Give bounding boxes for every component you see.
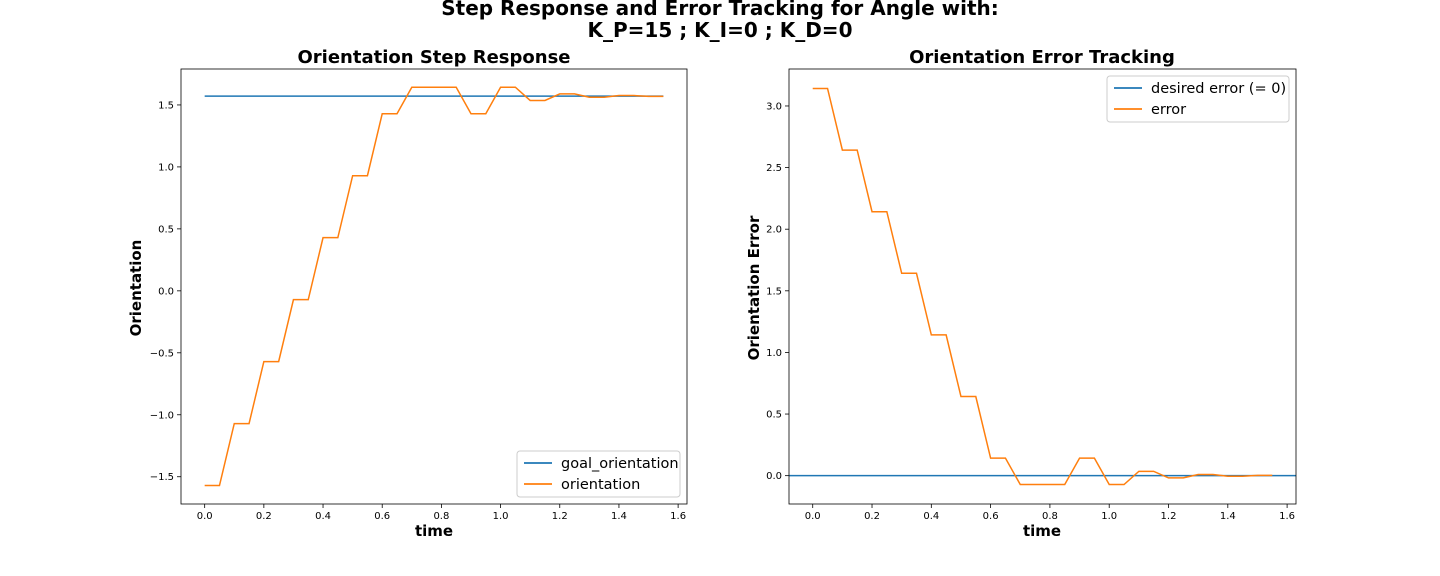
step-response-series-orientation — [204, 86, 664, 487]
step-response-legend-label: goal_orientation — [561, 456, 679, 472]
step-response-legend-box — [516, 450, 681, 498]
error-tracking-legend-box — [1106, 75, 1290, 123]
step-response-xtick-label: 0.0 — [197, 511, 213, 522]
step-response-xtick-label: 0.2 — [256, 511, 272, 522]
step-response-xtick-label: 1.0 — [493, 511, 509, 522]
step-response-ytick-label: 0.0 — [158, 286, 174, 297]
step-response-ytick-label: 1.0 — [158, 162, 174, 173]
step-response-xtick-label: 0.8 — [433, 511, 449, 522]
error-tracking-ylabel: Orientation Error — [745, 215, 763, 360]
figure-title-line1: Step Response and Error Tracking for Ang… — [441, 0, 999, 20]
error-tracking-ytick-label: 2.0 — [766, 225, 782, 236]
step-response-ytick-label: 0.5 — [158, 224, 174, 235]
error-tracking-legend-label: desired error (= 0) — [1151, 81, 1286, 97]
error-tracking-ytick-label: 0.0 — [766, 471, 782, 482]
error-tracking-ytick-label: 0.5 — [766, 410, 782, 421]
step-response-ytick-label: 1.5 — [158, 100, 174, 111]
error-tracking-ytick-label: 1.0 — [766, 348, 782, 359]
error-tracking-xtick-label: 0.2 — [864, 511, 880, 522]
step-response-ytick-label: −0.5 — [150, 348, 174, 359]
error-tracking-ytick-label: 3.0 — [766, 101, 782, 112]
step-response-xtick-label: 1.2 — [552, 511, 568, 522]
error-tracking-xtick-label: 1.4 — [1220, 511, 1236, 522]
step-response-xlabel: time — [415, 522, 453, 540]
error-tracking-xtick-label: 1.2 — [1161, 511, 1177, 522]
step-response-xtick-label: 1.4 — [611, 511, 627, 522]
step-response-xtick-label: 1.6 — [670, 511, 686, 522]
error-tracking-xtick-label: 0.8 — [1042, 511, 1058, 522]
step-response-xtick-label: 0.6 — [374, 511, 390, 522]
error-tracking-axes-frame — [788, 68, 1297, 505]
step-response-legend: goal_orientation orientation — [516, 450, 681, 498]
error-tracking-xtick-label: 0.4 — [923, 511, 939, 522]
error-tracking-ytick-label: 2.5 — [766, 163, 782, 174]
step-response-axes-frame — [180, 68, 688, 505]
error-tracking-title: Orientation Error Tracking — [909, 47, 1175, 68]
step-response-plot: Orientation Step Response time Orientati… — [127, 47, 688, 540]
step-response-xtick-label: 0.4 — [315, 511, 331, 522]
step-response-title: Orientation Step Response — [297, 47, 570, 68]
step-response-ylabel: Orientation — [127, 240, 145, 337]
error-tracking-xlabel: time — [1023, 522, 1061, 540]
step-response-ytick-label: −1.5 — [150, 472, 174, 483]
error-tracking-plot: Orientation Error Tracking time Orientat… — [745, 47, 1297, 540]
figure-title-line2: K_P=15 ; K_I=0 ; K_D=0 — [588, 18, 853, 42]
error-tracking-ytick-label: 1.5 — [766, 286, 782, 297]
error-tracking-xtick-label: 1.6 — [1279, 511, 1295, 522]
step-response-ytick-label: −1.0 — [150, 410, 174, 421]
error-tracking-legend-label: error — [1151, 102, 1186, 118]
error-tracking-xtick-label: 1.0 — [1101, 511, 1117, 522]
step-response-legend-label: orientation — [561, 477, 640, 493]
error-tracking-series-error — [812, 87, 1273, 486]
error-tracking-legend: desired error (= 0) error — [1106, 75, 1290, 123]
error-tracking-xtick-label: 0.0 — [805, 511, 821, 522]
error-tracking-xtick-label: 0.6 — [983, 511, 999, 522]
